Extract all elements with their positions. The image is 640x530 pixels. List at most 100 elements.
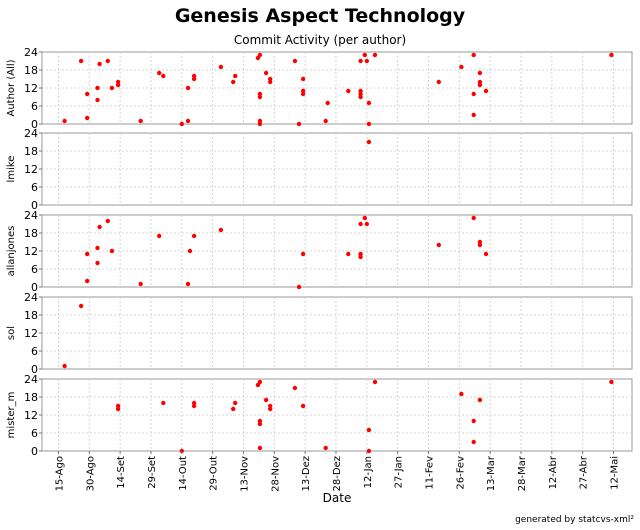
data-point-allanjones [346, 251, 351, 257]
data-point-author-all [364, 58, 369, 64]
data-point-author-all [62, 118, 67, 124]
data-point-author-all [95, 85, 100, 91]
data-point-mister-m [263, 397, 269, 403]
y-tick-label-mister-m: 6 [31, 427, 38, 440]
x-tick-label: 29-Out [209, 456, 220, 491]
data-point-lmike [366, 139, 372, 145]
data-point-allanjones [95, 260, 100, 266]
data-point-mister-m [257, 421, 263, 427]
data-point-mister-m [477, 397, 483, 403]
y-axis-label-mister-m: mister_m [6, 392, 17, 439]
y-tick-label-sol: 18 [24, 309, 38, 322]
data-point-allanjones [218, 227, 224, 233]
x-tick-label: 29-Set [147, 456, 158, 489]
x-tick-label: 28-Mar [517, 455, 528, 491]
y-tick-label-sol: 6 [31, 345, 38, 358]
data-point-author-all [436, 79, 441, 85]
x-tick-label: 15-Ago [54, 456, 65, 491]
x-tick-label: 13-Nov [239, 456, 250, 492]
data-point-mister-m [609, 379, 614, 385]
data-point-allanjones [95, 245, 100, 251]
y-tick-label-lmike: 6 [31, 181, 38, 194]
y-tick-label-allanjones: 6 [31, 263, 38, 276]
data-point-mister-m [115, 406, 121, 412]
data-point-author-all [346, 88, 351, 94]
data-point-author-all [323, 118, 328, 124]
y-tick-label-lmike: 0 [31, 199, 38, 212]
x-tick-label: 27-Abr [579, 455, 590, 489]
y-tick-label-mister-m: 24 [24, 373, 38, 386]
data-point-allanjones [185, 281, 191, 287]
y-tick-label-author-all: 18 [24, 64, 38, 77]
x-tick-label: 28-Dez [332, 456, 343, 491]
data-point-author-all [115, 82, 121, 88]
data-point-mister-m [300, 403, 306, 409]
y-tick-label-allanjones: 0 [31, 281, 38, 294]
data-point-mister-m [233, 400, 238, 406]
data-point-author-all [268, 79, 273, 85]
data-point-allanjones [138, 281, 143, 287]
y-axis-label-allanjones: allanjones [6, 226, 17, 277]
data-point-author-all [300, 91, 306, 97]
data-point-mister-m [323, 445, 328, 451]
x-axis-label: Date [323, 491, 352, 505]
data-point-mister-m [471, 418, 476, 424]
footer-credit: generated by statcvs-xml² [515, 515, 634, 525]
data-point-allanjones [187, 248, 193, 254]
plot-area-lmike [41, 132, 633, 206]
data-point-author-all [179, 121, 184, 127]
data-point-mister-m [161, 400, 166, 406]
data-point-author-all [218, 64, 224, 70]
y-tick-label-lmike: 18 [24, 145, 38, 158]
y-tick-label-allanjones: 18 [24, 227, 38, 240]
data-point-mister-m [268, 406, 273, 412]
data-point-author-all [471, 52, 476, 58]
x-tick-label: 12-Jan [363, 456, 374, 488]
data-point-author-all [477, 82, 483, 88]
y-tick-label-author-all: 0 [31, 118, 38, 131]
data-point-author-all [185, 118, 191, 124]
data-point-allanjones [483, 251, 489, 257]
y-axis-label-sol: sol [6, 326, 17, 340]
data-point-allanjones [364, 221, 369, 227]
data-point-author-all [471, 112, 476, 118]
chart-title: Genesis Aspect Technology [174, 5, 466, 27]
x-tick-label: 26-Fev [455, 456, 466, 490]
data-point-author-all [78, 58, 84, 64]
y-tick-label-author-all: 6 [31, 100, 38, 113]
data-point-author-all [325, 100, 330, 106]
data-point-author-all [233, 73, 238, 79]
data-point-author-all [157, 70, 162, 76]
data-point-allanjones [191, 233, 197, 239]
data-point-author-all [191, 76, 197, 82]
data-point-author-all [95, 97, 100, 103]
x-tick-label: 13-Mar [486, 455, 497, 491]
data-point-author-all [300, 76, 306, 82]
y-tick-label-sol: 12 [24, 327, 38, 340]
data-point-mister-m [191, 403, 197, 409]
data-point-author-all [292, 58, 298, 64]
y-tick-label-allanjones: 12 [24, 245, 38, 258]
x-tick-label: 12-Abr [548, 455, 559, 489]
y-axis-label-lmike: lmike [6, 156, 17, 183]
data-point-allanjones [85, 251, 90, 257]
data-point-author-all [138, 118, 143, 124]
data-point-author-all [109, 85, 115, 91]
data-point-author-all [161, 73, 166, 79]
y-tick-label-mister-m: 12 [24, 409, 38, 422]
data-point-author-all [358, 58, 363, 64]
plot-area-mister-m [41, 378, 633, 452]
data-point-mister-m [372, 379, 378, 385]
data-point-allanjones [157, 233, 162, 239]
data-point-allanjones [362, 215, 367, 221]
x-tick-label: 27-Jan [394, 456, 405, 488]
y-tick-label-author-all: 12 [24, 82, 38, 95]
data-point-author-all [97, 61, 102, 67]
data-point-author-all [358, 94, 363, 100]
data-point-mister-m [471, 439, 476, 445]
data-point-author-all [296, 121, 302, 127]
data-point-allanjones [300, 251, 306, 257]
y-tick-label-lmike: 12 [24, 163, 38, 176]
data-point-author-all [477, 70, 483, 76]
